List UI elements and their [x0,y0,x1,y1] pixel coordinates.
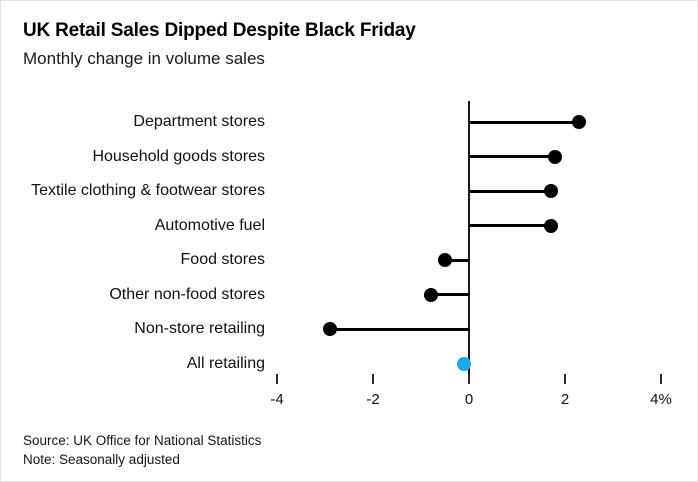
x-axis-tick-label: 0 [464,391,474,408]
x-axis-tick-label: -2 [366,391,380,408]
lollipop-stem [445,258,469,262]
lollipop-stem [469,224,551,228]
data-point-dot [543,184,558,199]
data-point-dot [548,149,563,164]
data-point-dot [543,218,558,233]
chart-subtitle: Monthly change in volume sales [23,49,265,68]
x-axis-tick [276,374,278,384]
category-label: Textile clothing & footwear stores [31,182,265,200]
adjustment-note: Note: Seasonally adjusted [23,452,180,467]
data-point-dot [572,115,587,129]
data-point-dot [423,287,438,302]
category-label: Department stores [133,113,265,130]
chart-title: UK Retail Sales Dipped Despite Black Fri… [23,20,416,41]
x-axis-tick [468,374,470,384]
data-point-dot [438,253,452,268]
category-label: Automotive fuel [154,216,265,234]
category-label: Non-store retailing [134,320,265,338]
x-axis-tick [372,374,374,384]
highlighted-data-point-dot [457,356,472,371]
category-label: Household goods stores [92,147,265,165]
lollipop-stem [469,155,556,159]
category-label: Other non-food stores [109,285,265,303]
zero-axis-line [468,101,470,384]
lollipop-stem [329,327,469,331]
lollipop-stem [430,293,469,297]
data-point-dot [322,322,337,337]
source-note: Source: UK Office for National Statistic… [23,433,262,448]
x-axis-tick-label: -4 [270,391,284,408]
x-axis-tick [660,374,662,384]
x-axis-tick-label: 2 [560,391,570,408]
lollipop-stem [469,189,551,193]
category-label: Food stores [180,251,265,269]
lollipop-stem [469,120,580,124]
x-axis-tick [564,374,566,384]
category-label: All retailing [186,354,265,372]
x-axis-tick-label: 4% [650,391,672,408]
